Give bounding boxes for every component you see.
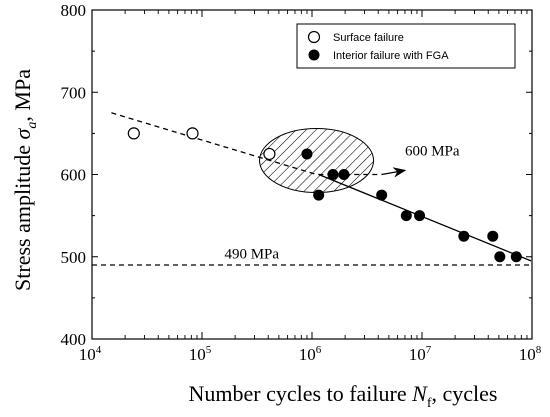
legend: Surface failure Interior failure with FG…: [296, 23, 516, 69]
point-series1-4: [376, 189, 388, 201]
legend-box: [296, 23, 516, 69]
point-series1-9: [494, 251, 506, 263]
legend-marker-surface: [307, 30, 321, 44]
y-axis-title: Stress amplitude σa, MPa: [10, 69, 40, 291]
x-tick-label-3: 107: [409, 344, 432, 364]
legend-label-surface: Surface failure: [333, 32, 404, 44]
annotation-1: 490 MPa: [224, 246, 279, 262]
x-tick-label-2: 106: [299, 344, 322, 364]
point-series1-1: [313, 189, 325, 201]
point-series1-5: [400, 210, 412, 222]
y-tick-label-2: 600: [61, 166, 87, 185]
x-tick-label-0: 104: [79, 344, 102, 364]
point-series1-0: [301, 148, 313, 160]
legend-label-interior: Interior failure with FGA: [333, 50, 449, 62]
y-tick-label-3: 700: [61, 83, 87, 102]
annotation-0: 600 MPa: [405, 144, 460, 160]
fit-line-1: [318, 173, 532, 262]
point-series1-3: [338, 169, 350, 180]
hatched-region: [259, 128, 375, 194]
y-tick-label-1: 500: [61, 248, 87, 267]
point-series1-7: [458, 230, 470, 242]
point-series1-10: [510, 251, 522, 263]
x-tick-label-4: 108: [519, 344, 542, 364]
arrow-600: [381, 167, 407, 178]
x-axis-title: Number cycles to failure Nf, cycles: [189, 381, 498, 411]
y-tick-label-0: 400: [61, 330, 87, 349]
point-series0-0: [127, 127, 140, 140]
point-series0-2: [263, 147, 276, 161]
x-tick-label-1: 105: [189, 344, 212, 364]
y-tick-label-4: 800: [61, 1, 87, 20]
point-series0-1: [186, 127, 199, 140]
point-series1-8: [487, 230, 499, 242]
legend-marker-interior: [308, 49, 320, 61]
point-series1-2: [327, 169, 339, 180]
point-series1-6: [414, 210, 426, 222]
